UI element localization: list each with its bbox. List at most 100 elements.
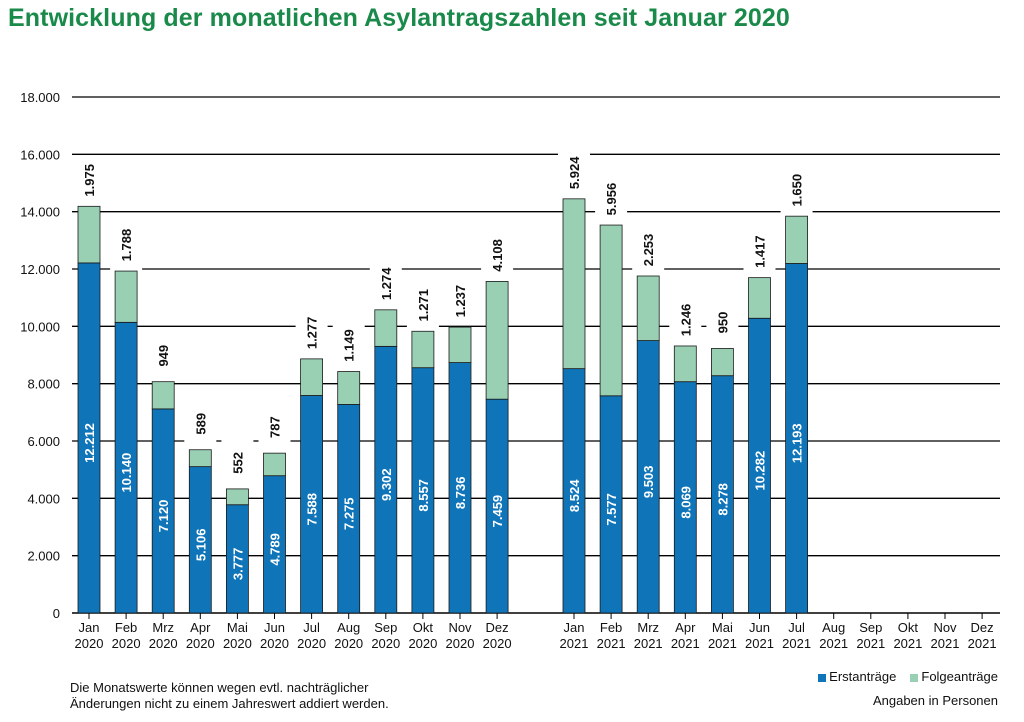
- bar-folgeantraege: [711, 348, 734, 377]
- data-label-erstantraege: 8.069: [678, 486, 693, 519]
- bar-folgeantraege: [77, 205, 101, 264]
- data-label-erstantraege: 3.777: [230, 548, 245, 581]
- data-label-erstantraege: 8.524: [567, 479, 582, 512]
- bar-folgeantraege: [485, 281, 509, 400]
- data-label-folgeantraege: 1.650: [790, 174, 805, 207]
- x-tick-month: Okt: [898, 620, 919, 635]
- x-tick-year: 2020: [112, 636, 141, 651]
- y-tick-label: 10.000: [20, 319, 60, 334]
- x-tick-year: 2021: [597, 636, 626, 651]
- bar-folgeantraege: [225, 488, 249, 506]
- x-tick-year: 2021: [782, 636, 811, 651]
- footnote-line-1: Die Monatswerte können wegen evtl. nacht…: [70, 680, 369, 695]
- data-label-erstantraege: 7.275: [342, 497, 357, 530]
- data-label-folgeantraege: 1.417: [753, 235, 768, 268]
- data-label-erstantraege: 8.278: [715, 483, 730, 516]
- x-tick-month: Jul: [788, 620, 805, 635]
- legend-swatch-folge: [910, 673, 919, 682]
- x-tick-month: Sep: [374, 620, 397, 635]
- x-tick-month: Jun: [264, 620, 285, 635]
- bar-folgeantraege: [374, 309, 398, 347]
- data-label-erstantraege: 5.106: [193, 529, 208, 562]
- x-tick-month: Jan: [79, 620, 100, 635]
- data-label-folgeantraege: 552: [230, 452, 245, 474]
- data-label-folgeantraege: 4.108: [490, 239, 505, 272]
- x-tick-month: Okt: [413, 620, 434, 635]
- x-tick-year: 2020: [297, 636, 326, 651]
- bar-folgeantraege: [448, 326, 472, 363]
- data-label-erstantraege: 7.120: [156, 500, 171, 533]
- data-label-folgeantraege: 949: [156, 345, 171, 367]
- x-tick-year: 2021: [819, 636, 848, 651]
- x-tick-year: 2020: [334, 636, 363, 651]
- data-label-erstantraege: 8.736: [453, 477, 468, 510]
- y-tick-label: 16.000: [20, 147, 60, 162]
- unit-label: Angaben in Personen: [872, 693, 998, 708]
- data-label-erstantraege: 8.557: [416, 479, 431, 512]
- y-tick-label: 18.000: [20, 90, 60, 105]
- bar-folgeantraege: [785, 215, 808, 264]
- y-tick-label: 8.000: [27, 377, 60, 392]
- bar-folgeantraege: [151, 381, 175, 410]
- data-label-folgeantraege: 2.253: [641, 234, 656, 267]
- data-label-erstantraege: 7.459: [490, 495, 505, 528]
- legend-item-folge: Folgeanträge: [910, 669, 998, 684]
- legend-swatch-erst: [818, 673, 827, 682]
- data-label-folgeantraege: 1.975: [82, 164, 97, 197]
- x-tick-month: Feb: [600, 620, 622, 635]
- data-label-folgeantraege: 1.271: [416, 289, 431, 322]
- legend-label-erst: Erstanträge: [829, 669, 897, 684]
- legend-item-erst: Erstanträge: [818, 669, 896, 684]
- bar-folgeantraege: [748, 277, 771, 319]
- x-tick-month: Dez: [486, 620, 509, 635]
- x-tick-year: 2021: [708, 636, 737, 651]
- footnote-line-2: Änderungen nicht zu einem Jahreswert add…: [70, 696, 389, 711]
- x-tick-month: Apr: [190, 620, 211, 635]
- data-label-erstantraege: 4.789: [268, 533, 283, 566]
- x-tick-month: Sep: [859, 620, 882, 635]
- data-label-folgeantraege: 589: [193, 413, 208, 435]
- data-label-erstantraege: 7.577: [604, 493, 619, 526]
- data-label-folgeantraege: 1.788: [119, 229, 134, 262]
- x-tick-year: 2020: [149, 636, 178, 651]
- x-tick-month: Aug: [337, 620, 360, 635]
- x-tick-month: Mrz: [152, 620, 174, 635]
- x-tick-month: Mrz: [637, 620, 659, 635]
- data-label-folgeantraege: 787: [268, 416, 283, 438]
- bar-folgeantraege: [411, 330, 435, 369]
- x-tick-month: Nov: [933, 620, 957, 635]
- x-tick-year: 2020: [446, 636, 475, 651]
- legend-label-folge: Folgeanträge: [921, 669, 998, 684]
- footnote: Die Monatswerte können wegen evtl. nacht…: [70, 680, 389, 712]
- y-tick-label: 2.000: [27, 549, 60, 564]
- bar-folgeantraege: [599, 224, 623, 397]
- x-tick-year: 2020: [75, 636, 104, 651]
- x-tick-month: Apr: [675, 620, 696, 635]
- y-tick-label: 14.000: [20, 205, 60, 220]
- bar-folgeantraege: [636, 275, 660, 341]
- x-tick-year: 2021: [634, 636, 663, 651]
- x-tick-year: 2020: [186, 636, 215, 651]
- bar-folgeantraege: [263, 452, 286, 477]
- x-tick-year: 2021: [893, 636, 922, 651]
- data-label-folgeantraege: 1.149: [342, 329, 357, 362]
- bar-folgeantraege: [300, 358, 324, 396]
- data-label-folgeantraege: 950: [715, 312, 730, 334]
- x-tick-year: 2020: [371, 636, 400, 651]
- legend: Erstanträge Folgeanträge: [818, 669, 998, 684]
- x-tick-year: 2020: [223, 636, 252, 651]
- bar-folgeantraege: [188, 449, 212, 468]
- bar-folgeantraege: [337, 371, 361, 405]
- data-label-erstantraege: 12.193: [790, 423, 805, 463]
- data-label-folgeantraege: 1.246: [678, 304, 693, 337]
- x-tick-month: Aug: [822, 620, 845, 635]
- data-label-folgeantraege: 1.237: [453, 285, 468, 318]
- bar-folgeantraege: [673, 345, 697, 383]
- data-label-erstantraege: 10.282: [753, 451, 768, 491]
- bar-folgeantraege: [562, 198, 586, 370]
- data-label-folgeantraege: 5.924: [567, 156, 582, 189]
- data-label-erstantraege: 9.302: [379, 468, 394, 501]
- data-label-folgeantraege: 1.277: [305, 317, 320, 350]
- y-tick-label: 6.000: [27, 434, 60, 449]
- data-label-erstantraege: 7.588: [305, 493, 320, 526]
